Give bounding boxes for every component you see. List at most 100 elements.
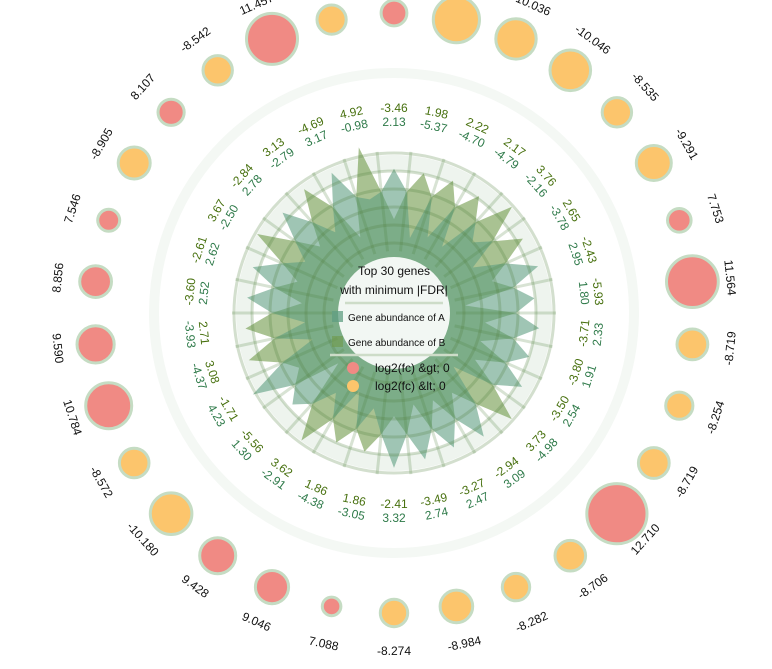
chart-title-line1: Top 30 genes — [358, 264, 430, 278]
grid-spoke — [398, 374, 413, 475]
fold-change-label-19: 9.428 — [179, 572, 212, 601]
fold-change-label-27: 8.107 — [128, 71, 159, 103]
bubble-gene-29 — [245, 11, 299, 66]
abundance-b-label-9: -3.71 — [576, 318, 593, 347]
bubble-gene-11 — [636, 446, 671, 480]
abundance-b-label-1: -3.46 — [380, 101, 408, 115]
fold-change-label-26: -8.905 — [87, 125, 116, 162]
grid-spoke — [454, 324, 553, 349]
fold-change-label-3: -10.036 — [510, 0, 553, 19]
fold-change-label-22: 10.784 — [60, 398, 85, 438]
abundance-a-label-2: -5.37 — [419, 117, 449, 136]
grid-spoke — [450, 245, 543, 290]
grid-spoke — [375, 374, 390, 475]
grid-spoke — [284, 191, 354, 268]
abundance-b-label-16: -2.41 — [380, 497, 408, 511]
fold-change-label-16: -8.274 — [377, 644, 411, 658]
bubble-gene-20 — [148, 491, 194, 537]
legend-label-b: Gene abundance of B — [348, 338, 446, 349]
chart-title-line2: with minimum |FDR| — [339, 283, 448, 297]
grid-spoke — [235, 324, 334, 349]
bubble-gene-12 — [585, 482, 649, 546]
grid-spoke — [245, 336, 338, 381]
grid-spoke — [411, 158, 446, 255]
fold-change-label-23: 9.590 — [49, 333, 66, 365]
fold-change-label-9: -8.719 — [721, 330, 739, 366]
abundance-b-label-23: 2.71 — [196, 321, 212, 346]
bubble-gene-22 — [84, 381, 134, 431]
bubble-gene-19 — [198, 536, 238, 576]
bubble-gene-25 — [96, 207, 122, 233]
fold-change-label-24: 8.856 — [49, 262, 66, 294]
fold-change-label-18: 9.046 — [240, 609, 273, 634]
bubble-gene-6 — [634, 144, 673, 182]
bubble-gene-14 — [500, 571, 532, 603]
grid-spoke — [443, 348, 526, 410]
abundance-a-label-16: 3.32 — [382, 511, 406, 525]
bubble-gene-1 — [379, 0, 409, 28]
bubble-gene-13 — [553, 538, 588, 573]
fold-change-label-28: -8.542 — [177, 24, 213, 56]
grid-spoke — [443, 216, 526, 278]
abundance-a-label-17: -3.05 — [337, 504, 367, 523]
abundance-b-label-2: 1.98 — [424, 103, 450, 122]
grid-circle — [286, 205, 502, 421]
bubble-gene-23 — [75, 324, 116, 365]
grid-spoke — [311, 171, 365, 261]
legend-swatch-b — [332, 336, 343, 347]
abundance-b-label-8: -5.93 — [590, 277, 607, 306]
bubble-gene-17 — [320, 595, 343, 618]
abundance-a-label-7: 2.95 — [565, 241, 586, 268]
radial-grid — [232, 151, 556, 475]
bubble-gene-21 — [117, 446, 151, 480]
grid-spoke — [450, 336, 543, 381]
bubble-gene-5 — [600, 96, 634, 129]
bubble-gene-18 — [253, 569, 291, 606]
bubble-gene-9 — [675, 327, 710, 362]
bubble-gene-2 — [431, 0, 481, 45]
abundance-a-label-30: -0.98 — [339, 116, 369, 135]
background-ring — [149, 68, 639, 558]
legend-swatch-pos — [347, 362, 359, 374]
bubble-gene-8 — [665, 254, 720, 310]
fold-change-label-8: 11.564 — [721, 259, 739, 296]
grid-spoke — [423, 171, 477, 261]
legend-backdrop — [338, 257, 450, 369]
abundance-a-label-15: 2.74 — [424, 504, 450, 523]
fold-change-label-15: -8.984 — [446, 633, 483, 654]
grid-circle — [322, 241, 466, 385]
grid-spoke — [342, 371, 377, 468]
legend: Top 30 genes with minimum |FDR| Gene abu… — [330, 257, 458, 393]
grid-circle — [232, 151, 556, 475]
fold-change-label-11: -8.719 — [672, 463, 701, 500]
grid-spoke — [411, 371, 446, 468]
grid-circle — [304, 223, 484, 403]
fold-change-label-10: -8.254 — [704, 399, 728, 436]
grid-spoke — [262, 348, 345, 410]
abundance-b-label-30: 4.92 — [339, 103, 365, 122]
abundance-a-label-9: 2.33 — [590, 322, 606, 347]
legend-label-a: Gene abundance of A — [348, 313, 445, 324]
abundance-a-label-23: -3.93 — [182, 320, 199, 349]
bubble-gene-3 — [494, 17, 538, 61]
abundance-a-label-24: 2.52 — [196, 280, 212, 305]
grid-spoke — [262, 216, 345, 278]
bubble-gene-16 — [378, 597, 410, 629]
fold-change-label-21: -8.572 — [87, 464, 116, 501]
fold-change-label-13: -8.706 — [575, 571, 611, 603]
abundance-b-label-24: -3.60 — [182, 277, 199, 306]
fold-change-label-6: -9.291 — [672, 126, 701, 163]
abundance-a-label-1: 2.13 — [382, 115, 406, 129]
legend-swatch-neg — [347, 380, 359, 392]
legend-label-neg: log2(fc) &lt; 0 — [375, 379, 446, 393]
bubble-gene-15 — [438, 588, 475, 625]
fold-change-bubbles — [75, 0, 720, 629]
fold-change-label-17: 7.088 — [308, 634, 341, 654]
bubble-gene-10 — [664, 390, 695, 421]
grid-spoke — [375, 151, 390, 252]
abundance-b-label-17: 1.86 — [341, 491, 367, 510]
bubble-gene-28 — [201, 54, 234, 87]
grid-circle — [268, 187, 520, 439]
abundance-a-label-10: 1.91 — [579, 363, 600, 390]
abundance-b-label-22: 3.08 — [202, 359, 223, 386]
